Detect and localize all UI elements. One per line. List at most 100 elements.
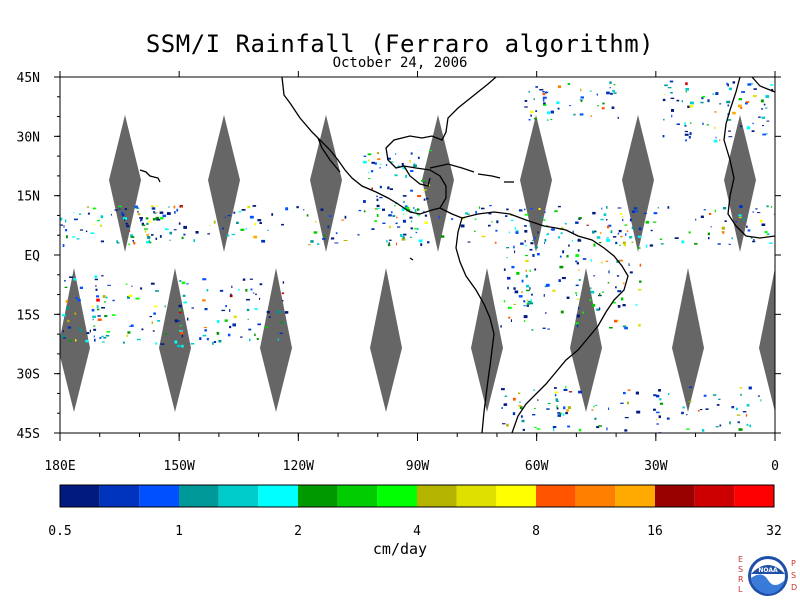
rain-cell bbox=[596, 93, 598, 96]
rain-cell bbox=[601, 207, 603, 210]
rain-cell bbox=[649, 244, 654, 247]
rain-cell bbox=[379, 163, 382, 165]
rain-cell bbox=[552, 426, 557, 429]
rain-cell bbox=[650, 229, 653, 232]
longitude-labels: 180E 150W 120W 90W 60W 30W 0 bbox=[44, 459, 779, 474]
rain-cell bbox=[516, 230, 519, 232]
rain-cell bbox=[578, 306, 580, 310]
esrl-psd-noaa-logo: E S R L P S D NOAA bbox=[738, 555, 797, 596]
rain-cell bbox=[246, 308, 250, 312]
rain-cell bbox=[97, 219, 100, 222]
rain-cell bbox=[248, 328, 252, 331]
rain-cell bbox=[555, 398, 559, 401]
rain-cell bbox=[524, 225, 527, 227]
rain-cell bbox=[119, 207, 121, 210]
rain-cell bbox=[317, 243, 320, 245]
rain-cell bbox=[621, 216, 624, 218]
rain-cell bbox=[96, 305, 99, 308]
rain-cell bbox=[727, 119, 732, 121]
rain-cell bbox=[296, 206, 299, 209]
rain-cell bbox=[127, 331, 131, 334]
rain-cell bbox=[402, 236, 405, 239]
rain-cell bbox=[179, 304, 182, 308]
rain-cell bbox=[183, 301, 187, 304]
rain-cell bbox=[116, 240, 119, 243]
rain-cell bbox=[506, 423, 509, 427]
rain-cell bbox=[505, 215, 508, 217]
rain-cell bbox=[745, 102, 748, 105]
rain-cell bbox=[534, 236, 536, 240]
lon-label: 0 bbox=[771, 459, 779, 474]
rain-cell bbox=[636, 410, 641, 414]
rain-cell bbox=[410, 152, 413, 155]
rain-cell bbox=[753, 239, 755, 241]
rain-cell bbox=[540, 216, 543, 218]
svg-text:P: P bbox=[791, 559, 796, 568]
rain-cell bbox=[624, 224, 628, 226]
rain-cell bbox=[593, 405, 595, 408]
rain-cell bbox=[100, 240, 104, 243]
rain-cell bbox=[427, 241, 430, 244]
rain-cell bbox=[502, 423, 506, 425]
rain-cell bbox=[688, 231, 691, 234]
rain-cell bbox=[371, 228, 375, 230]
rain-cell bbox=[542, 327, 546, 329]
rain-cell bbox=[622, 325, 627, 328]
rain-cell bbox=[367, 159, 370, 162]
rain-cell bbox=[410, 189, 413, 192]
rain-cell bbox=[97, 308, 100, 311]
rain-cell bbox=[125, 222, 128, 225]
rain-cell bbox=[379, 167, 381, 169]
rain-cell bbox=[609, 327, 613, 329]
rain-cell bbox=[697, 409, 700, 412]
rain-cell bbox=[606, 237, 609, 239]
rain-cell bbox=[221, 309, 226, 312]
orbit-gap bbox=[310, 115, 342, 252]
rain-cell bbox=[402, 219, 406, 223]
rain-cell bbox=[63, 336, 66, 339]
rain-cell bbox=[65, 300, 68, 303]
rain-cell bbox=[94, 338, 96, 342]
rain-cell bbox=[745, 414, 748, 417]
rain-cell bbox=[65, 219, 67, 223]
rain-cell bbox=[153, 312, 156, 315]
rain-cell bbox=[139, 217, 143, 219]
rain-cell bbox=[567, 406, 571, 409]
rain-cell bbox=[532, 239, 534, 241]
rain-cell bbox=[699, 409, 703, 411]
rain-cell bbox=[559, 412, 562, 415]
rain-cell bbox=[589, 90, 592, 92]
rain-cell bbox=[146, 222, 149, 225]
rain-cell bbox=[582, 258, 587, 260]
rain-cell bbox=[543, 102, 546, 106]
rain-cell bbox=[702, 122, 704, 125]
rain-cell bbox=[758, 116, 761, 118]
orbit-gap bbox=[208, 115, 240, 252]
rain-cell bbox=[374, 162, 377, 165]
rain-cell bbox=[144, 228, 148, 230]
rain-cell bbox=[523, 300, 526, 303]
rain-cell bbox=[268, 316, 271, 318]
rain-cell bbox=[624, 429, 628, 432]
rain-cell bbox=[606, 91, 610, 95]
rain-cell bbox=[152, 330, 155, 332]
colorbar-segment bbox=[60, 485, 100, 507]
rain-cell bbox=[64, 280, 66, 282]
rain-cell bbox=[745, 101, 750, 103]
rain-cell bbox=[576, 298, 580, 300]
rain-cell bbox=[75, 297, 78, 299]
rain-cell bbox=[401, 208, 405, 212]
rain-cell bbox=[96, 298, 100, 302]
rain-cell bbox=[762, 125, 765, 127]
rain-cell bbox=[395, 222, 398, 225]
rain-cell bbox=[387, 157, 391, 160]
rain-cell bbox=[557, 236, 560, 239]
rain-cell bbox=[151, 207, 156, 210]
rain-cell bbox=[390, 211, 393, 214]
rain-cell bbox=[623, 243, 626, 247]
rain-cell bbox=[533, 98, 535, 101]
rain-cell bbox=[732, 111, 736, 115]
rain-cell bbox=[727, 104, 730, 107]
rain-cell bbox=[558, 279, 561, 282]
rain-cell bbox=[93, 223, 95, 226]
